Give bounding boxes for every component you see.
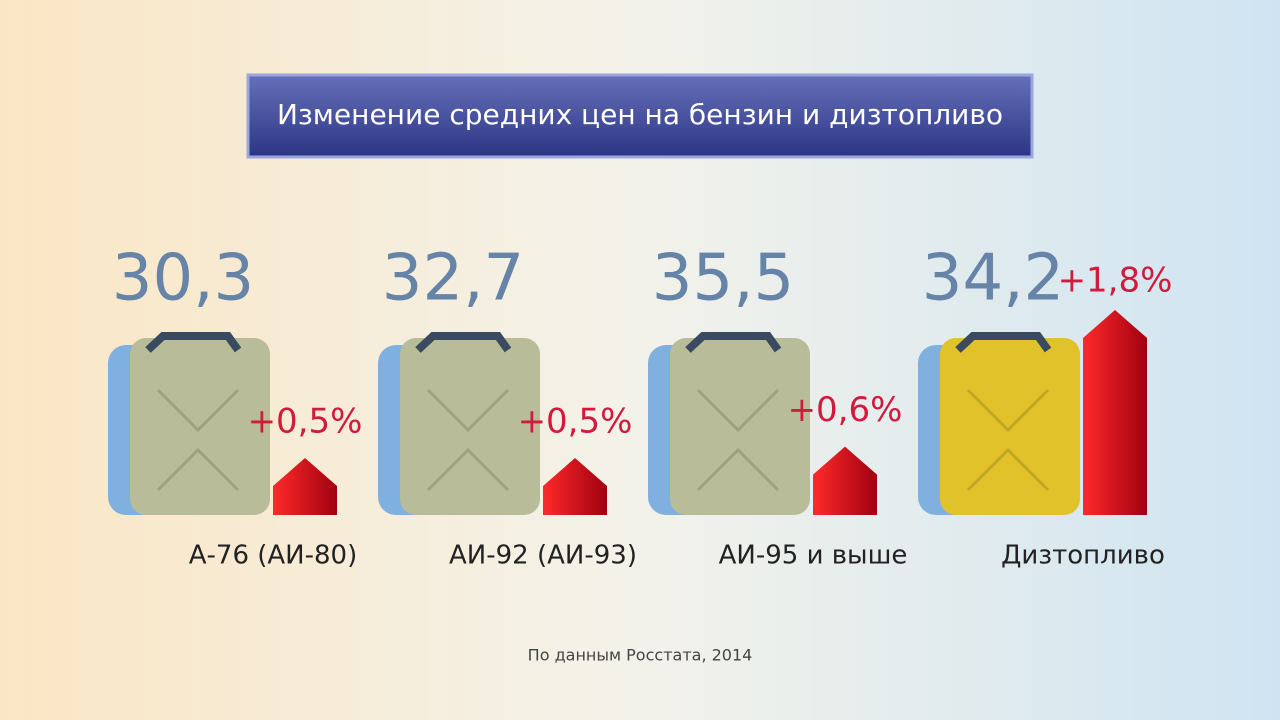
arrow-bar xyxy=(813,446,877,515)
can-handle xyxy=(685,332,782,353)
can-emboss xyxy=(966,388,1050,492)
category-label: Дизтопливо xyxy=(1001,541,1165,571)
category-label: АИ-95 и выше xyxy=(719,541,908,571)
can-body xyxy=(940,338,1080,515)
value-label: +1,8% xyxy=(1058,261,1173,301)
category-label: АИ-92 (АИ-93) xyxy=(449,541,637,571)
price-label: 30,3 xyxy=(112,242,255,316)
price-label: 35,5 xyxy=(652,242,795,316)
can-body xyxy=(400,338,540,515)
value-label: +0,5% xyxy=(518,402,633,442)
can-emboss xyxy=(696,388,780,492)
can-body xyxy=(670,338,810,515)
category-label: А-76 (АИ-80) xyxy=(189,541,358,571)
price-label: 34,2 xyxy=(922,242,1065,316)
value-label: +0,6% xyxy=(788,390,903,430)
chart-title: Изменение средних цен на бензин и дизтоп… xyxy=(277,98,1003,131)
can-emboss xyxy=(426,388,510,492)
arrow-bar xyxy=(543,458,607,515)
can-handle xyxy=(145,332,242,353)
value-label: +0,5% xyxy=(248,402,363,442)
can-handle xyxy=(955,332,1052,353)
can-handle xyxy=(415,332,512,353)
price-label: 32,7 xyxy=(382,242,525,316)
arrow-bar xyxy=(273,458,337,515)
can-body xyxy=(130,338,270,515)
source-note: По данным Росстата, 2014 xyxy=(528,646,753,665)
title-banner xyxy=(246,73,1034,159)
arrow-bar xyxy=(1083,310,1147,515)
can-emboss xyxy=(156,388,240,492)
